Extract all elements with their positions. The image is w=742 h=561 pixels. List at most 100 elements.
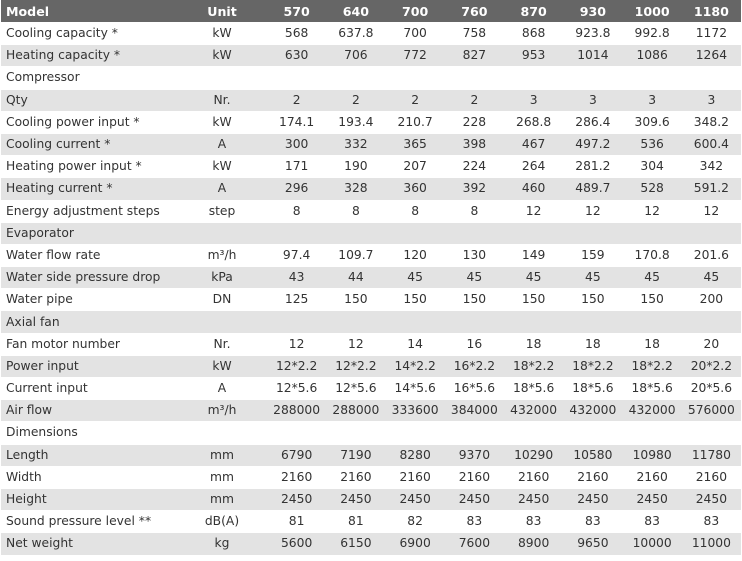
row-label: Cooling current * bbox=[1, 133, 177, 157]
header-model: 700 bbox=[385, 0, 445, 23]
row-unit: step bbox=[177, 200, 267, 223]
header-model: 930 bbox=[563, 0, 623, 23]
row-value: 12 bbox=[563, 200, 623, 223]
row-value: 171 bbox=[267, 155, 327, 179]
row-value: 9370 bbox=[444, 444, 504, 467]
section-title: Axial fan bbox=[1, 310, 741, 334]
row-value: 45 bbox=[622, 266, 682, 290]
table-row: Air flow m³/h 288000 288000 333600 384000 4320… bbox=[1, 399, 741, 423]
row-value: 2 bbox=[267, 89, 327, 112]
row-value: 2450 bbox=[385, 488, 445, 512]
row-value: 332 bbox=[326, 133, 386, 157]
row-value: 10000 bbox=[622, 532, 682, 556]
row-value: 637.8 bbox=[326, 22, 386, 46]
row-value: 264 bbox=[504, 155, 564, 179]
row-value: 528 bbox=[622, 177, 682, 201]
row-value: 2160 bbox=[267, 466, 327, 489]
row-value: 10980 bbox=[622, 444, 682, 467]
row-unit: kW bbox=[177, 44, 267, 68]
row-value: 5600 bbox=[267, 532, 327, 556]
row-value: 536 bbox=[622, 133, 682, 157]
row-value: 8 bbox=[385, 200, 445, 223]
row-value: 130 bbox=[444, 244, 504, 268]
row-value: 6150 bbox=[326, 532, 386, 556]
row-value: 6790 bbox=[267, 444, 327, 467]
row-unit: Nr. bbox=[177, 333, 267, 356]
row-value: 6900 bbox=[385, 532, 445, 556]
row-value: 268.8 bbox=[504, 111, 564, 134]
row-label: Heating capacity * bbox=[1, 44, 177, 68]
row-value: 109.7 bbox=[326, 244, 386, 268]
table-row: Cooling current * A 300 332 365 398 467 497.2 53… bbox=[1, 133, 741, 157]
row-value: 44 bbox=[326, 266, 386, 290]
row-value: 20*2.2 bbox=[681, 355, 741, 379]
row-value: 3 bbox=[504, 89, 564, 112]
header-model: 1180 bbox=[681, 0, 741, 23]
row-value: 360 bbox=[385, 177, 445, 201]
row-value: 81 bbox=[326, 510, 386, 534]
row-label: Energy adjustment steps bbox=[1, 200, 177, 223]
row-unit: A bbox=[177, 377, 267, 401]
row-value: 12 bbox=[326, 333, 386, 356]
row-value: 83 bbox=[504, 510, 564, 534]
row-value: 12 bbox=[504, 200, 564, 223]
row-value: 827 bbox=[444, 44, 504, 68]
row-value: 384000 bbox=[444, 399, 504, 423]
row-unit: kg bbox=[177, 532, 267, 556]
row-value: 923.8 bbox=[563, 22, 623, 46]
row-value: 174.1 bbox=[267, 111, 327, 134]
section-title: Dimensions bbox=[1, 421, 741, 445]
section-title: Compressor bbox=[1, 66, 741, 90]
header-unit: Unit bbox=[177, 0, 267, 23]
row-value: 12*2.2 bbox=[326, 355, 386, 379]
row-label: Sound pressure level ** bbox=[1, 510, 177, 534]
row-value: 591.2 bbox=[681, 177, 741, 201]
row-value: 568 bbox=[267, 22, 327, 46]
row-value: 300 bbox=[267, 133, 327, 157]
row-value: 45 bbox=[563, 266, 623, 290]
row-value: 18*5.6 bbox=[563, 377, 623, 401]
header-label: Model bbox=[1, 0, 177, 23]
row-value: 3 bbox=[563, 89, 623, 112]
row-label: Height bbox=[1, 488, 177, 512]
row-value: 12 bbox=[622, 200, 682, 223]
table-row: Fan motor number Nr. 12 12 14 16 18 18 18 20 bbox=[1, 333, 741, 356]
section-row: Axial fan bbox=[1, 310, 741, 334]
row-value: 14*2.2 bbox=[385, 355, 445, 379]
row-value: 2450 bbox=[444, 488, 504, 512]
row-value: 120 bbox=[385, 244, 445, 268]
section-row: Evaporator bbox=[1, 222, 741, 245]
section-row: Dimensions bbox=[1, 421, 741, 445]
row-label: Water flow rate bbox=[1, 244, 177, 268]
row-value: 772 bbox=[385, 44, 445, 68]
table-row: Height mm 2450 2450 2450 2450 2450 2450 2450 2450 bbox=[1, 488, 741, 512]
row-value: 20*5.6 bbox=[681, 377, 741, 401]
row-unit: A bbox=[177, 133, 267, 157]
table-row: Qty Nr. 2 2 2 2 3 3 3 3 bbox=[1, 89, 741, 112]
row-value: 149 bbox=[504, 244, 564, 268]
row-value: 3 bbox=[622, 89, 682, 112]
row-value: 150 bbox=[563, 288, 623, 312]
row-value: 630 bbox=[267, 44, 327, 68]
header-model: 640 bbox=[326, 0, 386, 23]
row-value: 82 bbox=[385, 510, 445, 534]
row-value: 18*5.6 bbox=[504, 377, 564, 401]
row-value: 45 bbox=[681, 266, 741, 290]
row-value: 460 bbox=[504, 177, 564, 201]
row-value: 288000 bbox=[326, 399, 386, 423]
row-unit: m³/h bbox=[177, 399, 267, 423]
row-value: 16*2.2 bbox=[444, 355, 504, 379]
row-unit: mm bbox=[177, 444, 267, 467]
row-value: 8 bbox=[444, 200, 504, 223]
row-unit: A bbox=[177, 177, 267, 201]
row-unit: dB(A) bbox=[177, 510, 267, 534]
row-label: Qty bbox=[1, 89, 177, 112]
row-value: 2450 bbox=[326, 488, 386, 512]
table-row: Water flow rate m³/h 97.4 109.7 120 130 149 159… bbox=[1, 244, 741, 268]
row-value: 20 bbox=[681, 333, 741, 356]
row-value: 200 bbox=[681, 288, 741, 312]
row-unit: m³/h bbox=[177, 244, 267, 268]
row-unit: mm bbox=[177, 466, 267, 489]
row-value: 342 bbox=[681, 155, 741, 179]
